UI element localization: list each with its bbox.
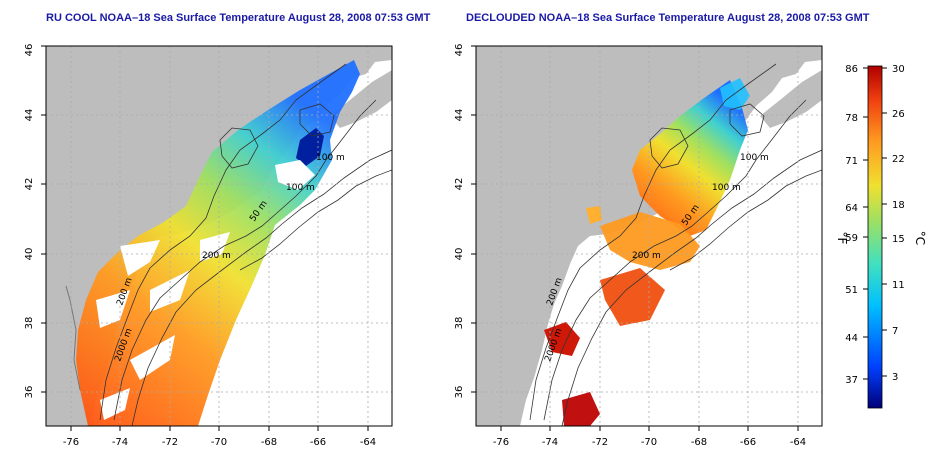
right-y-tick: 38 xyxy=(454,317,465,330)
colorbar-c-tick: 7 xyxy=(892,326,898,337)
left-grid xyxy=(46,46,392,426)
right-contour-label-100m-b: 100 m xyxy=(712,183,741,193)
left-x-tick: -66 xyxy=(310,437,326,448)
left-x-tick: -68 xyxy=(261,437,277,448)
left-y-tick: 42 xyxy=(24,178,35,191)
left-land-mass xyxy=(46,46,392,426)
left-contour-label-100m-b: 100 m xyxy=(286,183,315,193)
left-cold-water-patch xyxy=(296,128,324,166)
left-contour-label-100m-a: 100 m xyxy=(316,153,345,163)
left-y-tick: 40 xyxy=(24,248,35,261)
colorbar-c-tick: 15 xyxy=(892,234,905,245)
colorbar-f-tick: 59 xyxy=(845,233,858,244)
right-x-tick: -64 xyxy=(790,437,806,448)
colorbar-c-tick: 30 xyxy=(892,64,905,75)
right-map-panel: 100 m 100 m 50 m 200 m 200 m 2000 m -76 … xyxy=(454,44,823,448)
left-y-tick: 44 xyxy=(24,109,35,122)
left-nova-scotia-land xyxy=(330,70,392,128)
right-x-tick: -76 xyxy=(493,437,509,448)
right-x-tick: -74 xyxy=(542,437,558,448)
right-x-tick: -70 xyxy=(641,437,657,448)
left-map-title: RU COOL NOAA–18 Sea Surface Temperature … xyxy=(46,12,431,24)
colorbar-c-tick: 22 xyxy=(892,154,905,165)
colorbar-f-tick: 37 xyxy=(845,375,858,386)
left-x-tick: -76 xyxy=(63,437,79,448)
right-sst-gulf-of-maine xyxy=(632,80,748,236)
right-contour-label-100m-a: 100 m xyxy=(740,153,769,163)
right-y-tick: 44 xyxy=(454,109,465,122)
left-y-tick: 46 xyxy=(24,44,35,57)
right-y-tick: 40 xyxy=(454,248,465,261)
right-land-mass xyxy=(476,46,822,426)
left-y-tick: 38 xyxy=(24,317,35,330)
right-map-title: DECLOUDED NOAA–18 Sea Surface Temperatur… xyxy=(466,12,870,24)
left-x-tick: -64 xyxy=(360,437,376,448)
right-sst-southern-warm-2 xyxy=(562,392,600,426)
left-y-tick: 36 xyxy=(24,386,35,399)
right-x-tick: -72 xyxy=(592,437,608,448)
colorbar-f-tick: 64 xyxy=(845,203,858,214)
right-sst-shelf-warm xyxy=(600,212,700,270)
left-coastline xyxy=(65,285,81,391)
colorbar-f-tick: 78 xyxy=(845,113,858,124)
colorbar-f-tick: 86 xyxy=(845,64,858,75)
colorbar-c-tick: 26 xyxy=(892,109,905,120)
right-contour-label-200m: 200 m xyxy=(632,251,661,261)
colorbar-fahrenheit-unit: °F xyxy=(835,232,849,245)
left-x-tick: -70 xyxy=(211,437,227,448)
colorbar-f-tick: 71 xyxy=(845,156,858,167)
right-y-tick: 46 xyxy=(454,44,465,57)
colorbar-f-tick: 44 xyxy=(845,333,858,344)
colorbar-f-tick: 51 xyxy=(845,285,858,296)
left-bathymetry-contours xyxy=(99,63,392,426)
right-x-tick: -66 xyxy=(740,437,756,448)
right-y-tick: 42 xyxy=(454,178,465,191)
right-grid xyxy=(476,46,822,426)
colorbar-c-tick: 3 xyxy=(892,372,898,383)
temperature-colorbar: 86 78 71 64 59 51 44 37 30 26 22 18 15 1… xyxy=(835,64,927,409)
right-x-tick: -68 xyxy=(691,437,707,448)
right-y-tick: 36 xyxy=(454,386,465,399)
right-nova-scotia-land xyxy=(760,70,822,128)
colorbar-celsius-unit: °C xyxy=(913,231,927,245)
right-sst-cold-northeast xyxy=(720,78,750,110)
left-map-panel: 100 m 100 m 50 m 200 m 200 m 2000 m -76 … xyxy=(24,44,393,448)
colorbar-c-tick: 11 xyxy=(892,280,905,291)
left-x-tick: -74 xyxy=(112,437,128,448)
left-x-tick: -72 xyxy=(162,437,178,448)
colorbar-c-tick: 18 xyxy=(892,200,905,211)
right-sst-small-patch xyxy=(586,206,602,224)
left-contour-label-200m: 200 m xyxy=(202,251,231,261)
